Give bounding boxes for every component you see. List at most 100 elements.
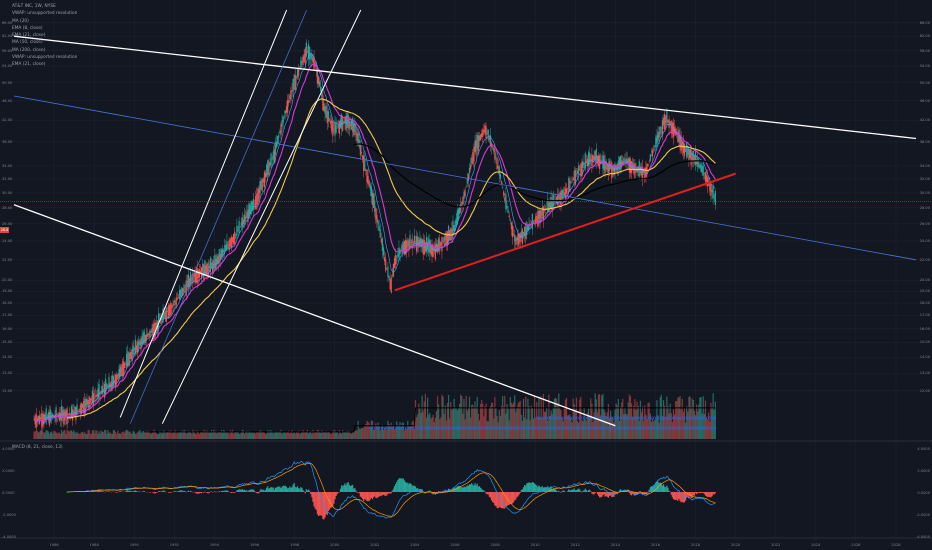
macd-histogram-bar — [659, 482, 661, 492]
candle-body — [64, 411, 66, 421]
volume-bar — [155, 433, 158, 439]
legend-line[interactable]: EMA (8, close) — [12, 25, 43, 31]
volume-bar — [266, 433, 268, 439]
price-axis-label: 26.00 — [919, 221, 930, 226]
macd-histogram-bar — [410, 483, 412, 492]
volume-bar — [244, 433, 246, 439]
candle-body — [384, 257, 386, 262]
volume-bar — [435, 411, 438, 439]
legend-line[interactable]: MA (50, close) — [12, 40, 43, 46]
volume-bar — [88, 429, 90, 439]
volume-bar — [441, 394, 443, 439]
macd-histogram-bar — [327, 492, 329, 512]
volume-bar — [236, 432, 238, 439]
candle-body — [565, 188, 568, 194]
channel-upper-line — [13, 35, 917, 140]
macd-histogram-bar — [187, 490, 189, 492]
price-axis-label-left: 17.00 — [2, 313, 13, 318]
macd-legend[interactable]: MACD (8, 21, close, 13) — [12, 445, 63, 450]
candle-body — [264, 173, 267, 178]
macd-histogram-bar — [275, 487, 278, 492]
volume-bar — [490, 402, 493, 439]
macd-histogram-bar — [464, 487, 466, 492]
candle-body — [703, 173, 705, 175]
macd-histogram-bar — [335, 492, 337, 496]
volume-bar — [410, 425, 412, 439]
macd-axis-label-left: 0.0000 — [2, 491, 15, 495]
macd-histogram-bar — [293, 482, 295, 492]
volume-bar — [393, 429, 396, 439]
volume-bar — [117, 430, 119, 439]
candle-body — [133, 348, 135, 351]
volume-bar — [505, 413, 507, 439]
candle-body — [438, 238, 440, 251]
time-axis-label: 2026 — [851, 543, 861, 547]
volume-bar — [121, 431, 123, 439]
macd-histogram-bar — [149, 492, 151, 493]
macd-histogram-bar — [447, 488, 450, 492]
macd-histogram-bar — [386, 492, 388, 496]
macd-axis-label-left: -2.0000 — [2, 513, 16, 517]
volume-bar — [409, 426, 411, 439]
candle-body — [228, 239, 230, 251]
candle-body — [301, 61, 303, 64]
macd-histogram-bar — [556, 490, 558, 492]
volume-bar — [576, 421, 579, 439]
macd-histogram-bar — [560, 492, 562, 493]
volume-bar — [466, 410, 468, 439]
legend-line[interactable]: EMA (21, close) — [12, 33, 46, 39]
candle-body — [341, 114, 343, 129]
candle-body — [654, 145, 656, 147]
price-axis-label-left: 20.00 — [2, 278, 13, 283]
volume-bar — [675, 401, 677, 439]
candle-body — [529, 225, 531, 227]
candle-body — [712, 186, 714, 199]
macd-histogram-bar — [142, 491, 144, 492]
volume-bar — [247, 432, 249, 439]
price-axis-label: 22.00 — [919, 257, 930, 262]
candle-body — [417, 236, 419, 246]
candle-body — [688, 149, 690, 161]
macd-histogram-bar — [536, 485, 538, 492]
macd-histogram-bar — [611, 492, 613, 498]
macd-histogram-bar — [274, 487, 277, 492]
volume-bar — [492, 403, 494, 439]
legend-line[interactable]: MA (200, close) — [12, 47, 46, 53]
candle-body — [99, 391, 101, 394]
candle-body — [235, 234, 237, 235]
volume-bar — [284, 432, 287, 439]
macd-histogram-bar — [537, 486, 539, 492]
legend-line[interactable]: VWAP: unsupported resolution — [12, 55, 78, 61]
legend-line[interactable]: VWAP: unsupported resolution — [12, 11, 78, 17]
volume-bar — [53, 430, 55, 439]
macd-histogram-bar — [161, 491, 163, 492]
volume-bar — [126, 429, 128, 439]
volume-bar — [386, 429, 388, 439]
macd-histogram-bar — [686, 492, 688, 498]
volume-bar — [66, 429, 68, 439]
candle-body — [662, 117, 665, 126]
macd-histogram-bar — [563, 490, 565, 492]
candle-body — [622, 160, 624, 165]
candle-body — [526, 221, 528, 236]
volume-bar — [273, 431, 275, 439]
candle-body — [199, 270, 202, 274]
legend-line[interactable]: EMA (21, close) — [12, 62, 46, 68]
macd-histogram-bar — [449, 489, 451, 492]
candle-body — [346, 113, 348, 128]
volume-bar — [578, 422, 580, 439]
volume-bar — [462, 413, 464, 439]
volume-bar — [65, 433, 67, 439]
macd-histogram-bar — [401, 478, 403, 492]
volume-bar — [598, 394, 601, 439]
moving-average-overlays — [33, 53, 716, 424]
macd-histogram-bar — [280, 488, 282, 492]
macd-histogram-bar — [97, 491, 99, 492]
candle-body — [454, 221, 456, 231]
macd-histogram-bar — [304, 492, 306, 494]
volume-bar — [56, 433, 58, 439]
legend-line[interactable]: MA (20) — [12, 18, 29, 24]
candle-body — [269, 162, 271, 166]
